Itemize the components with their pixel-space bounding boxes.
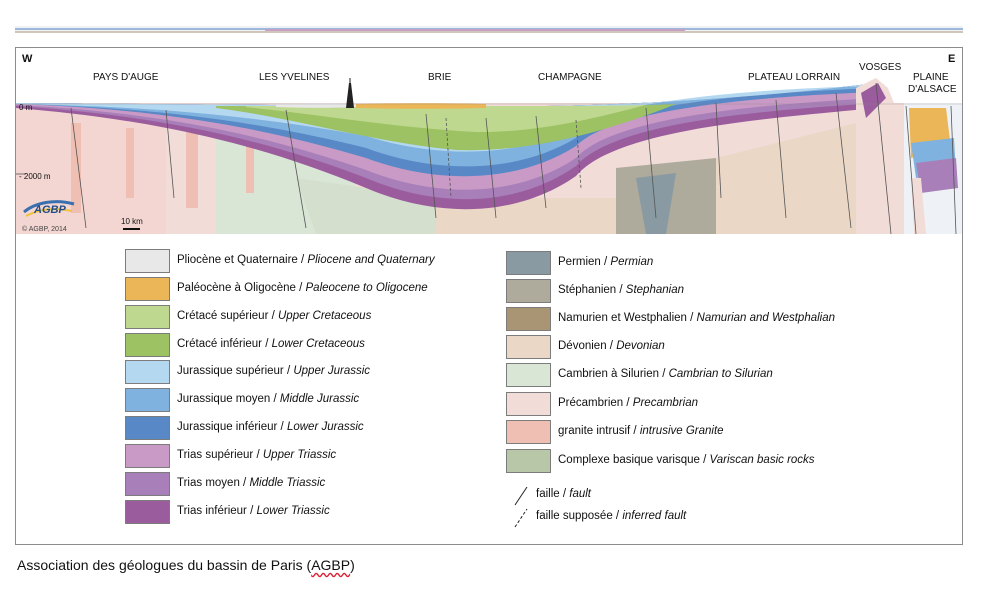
swatch (506, 251, 551, 275)
legend-item: Trias moyen / Middle Triassic (125, 472, 545, 498)
inferred-fault-line-icon (514, 508, 528, 528)
legend-item: Trias inférieur / Lower Triassic (125, 500, 545, 526)
west-label: W (22, 53, 33, 65)
swatch (506, 307, 551, 331)
legend-item: Pliocène et Quaternaire / Pliocene and Q… (125, 249, 545, 275)
region-label: CHAMPAGNE (538, 72, 602, 83)
fault-line-icon (514, 486, 528, 506)
swatch (125, 388, 170, 412)
svg-text:10 km: 10 km (121, 217, 143, 226)
agbp-logo: AGBP (23, 200, 75, 217)
region-label: D'ALSACE (908, 84, 957, 95)
depth-label: 0 m (19, 103, 33, 112)
swatch (506, 363, 551, 387)
east-label: E (948, 53, 955, 65)
legend-item: Permien / Permian (506, 251, 926, 277)
eiffel-tower-icon (346, 78, 354, 108)
depth-label: - 2000 m (19, 172, 51, 181)
legend-item: Paléocène à Oligocène / Paleocene to Oli… (125, 277, 545, 303)
swatch (506, 392, 551, 416)
region-label: LES YVELINES (259, 72, 330, 83)
swatch (125, 305, 170, 329)
legend-item: Complexe basique varisque / Variscan bas… (506, 449, 926, 475)
swatch (125, 416, 170, 440)
swatch (125, 249, 170, 273)
swatch (506, 279, 551, 303)
legend-item: Précambrien / Precambrian (506, 392, 926, 418)
swatch (125, 500, 170, 524)
scale-bar: 10 km (121, 217, 143, 230)
legend-item: Namurien et Westphalien / Namurian and W… (506, 307, 926, 333)
swatch (506, 335, 551, 359)
swatch (125, 333, 170, 357)
region-label: PLAINE (913, 72, 949, 83)
legend-item: Trias supérieur / Upper Triassic (125, 444, 545, 470)
region-label: PAYS D'AUGE (93, 72, 159, 83)
figure-frame: W E PAYS D'AUGE LES YVELINES BRIE CHAMPA… (15, 47, 963, 545)
legend-item: Dévonien / Devonian (506, 335, 926, 361)
copyright: © AGBP, 2014 (22, 225, 67, 233)
legend-item: Jurassique moyen / Middle Jurassic (125, 388, 545, 414)
legend-item: Cambrien à Silurien / Cambrian to Siluri… (506, 363, 926, 389)
region-label: PLATEAU LORRAIN (748, 72, 840, 83)
swatch (125, 444, 170, 468)
legend: Pliocène et Quaternaire / Pliocene and Q… (16, 234, 962, 544)
swatch (125, 472, 170, 496)
top-image-strip (15, 26, 963, 33)
swatch (506, 420, 551, 444)
swatch (506, 449, 551, 473)
legend-item: Stéphanien / Stephanian (506, 279, 926, 305)
figure-caption: Association des géologues du bassin de P… (17, 557, 355, 573)
legend-inferred-fault: faille supposée / inferred fault (511, 507, 811, 529)
region-label: VOSGES (859, 62, 902, 73)
swatch (125, 277, 170, 301)
legend-item: Jurassique supérieur / Upper Jurassic (125, 360, 545, 386)
geological-cross-section: W E PAYS D'AUGE LES YVELINES BRIE CHAMPA… (16, 53, 962, 234)
legend-item: granite intrusif / intrusive Granite (506, 420, 926, 446)
legend-fault: faille / fault (511, 485, 811, 507)
legend-item: Crétacé inférieur / Lower Cretaceous (125, 333, 545, 359)
region-label: BRIE (428, 72, 452, 83)
swatch (125, 360, 170, 384)
caption-acronym: AGBP (311, 557, 351, 573)
svg-text:AGBP: AGBP (33, 204, 66, 216)
legend-item: Jurassique inférieur / Lower Jurassic (125, 416, 545, 442)
legend-item: Crétacé supérieur / Upper Cretaceous (125, 305, 545, 331)
